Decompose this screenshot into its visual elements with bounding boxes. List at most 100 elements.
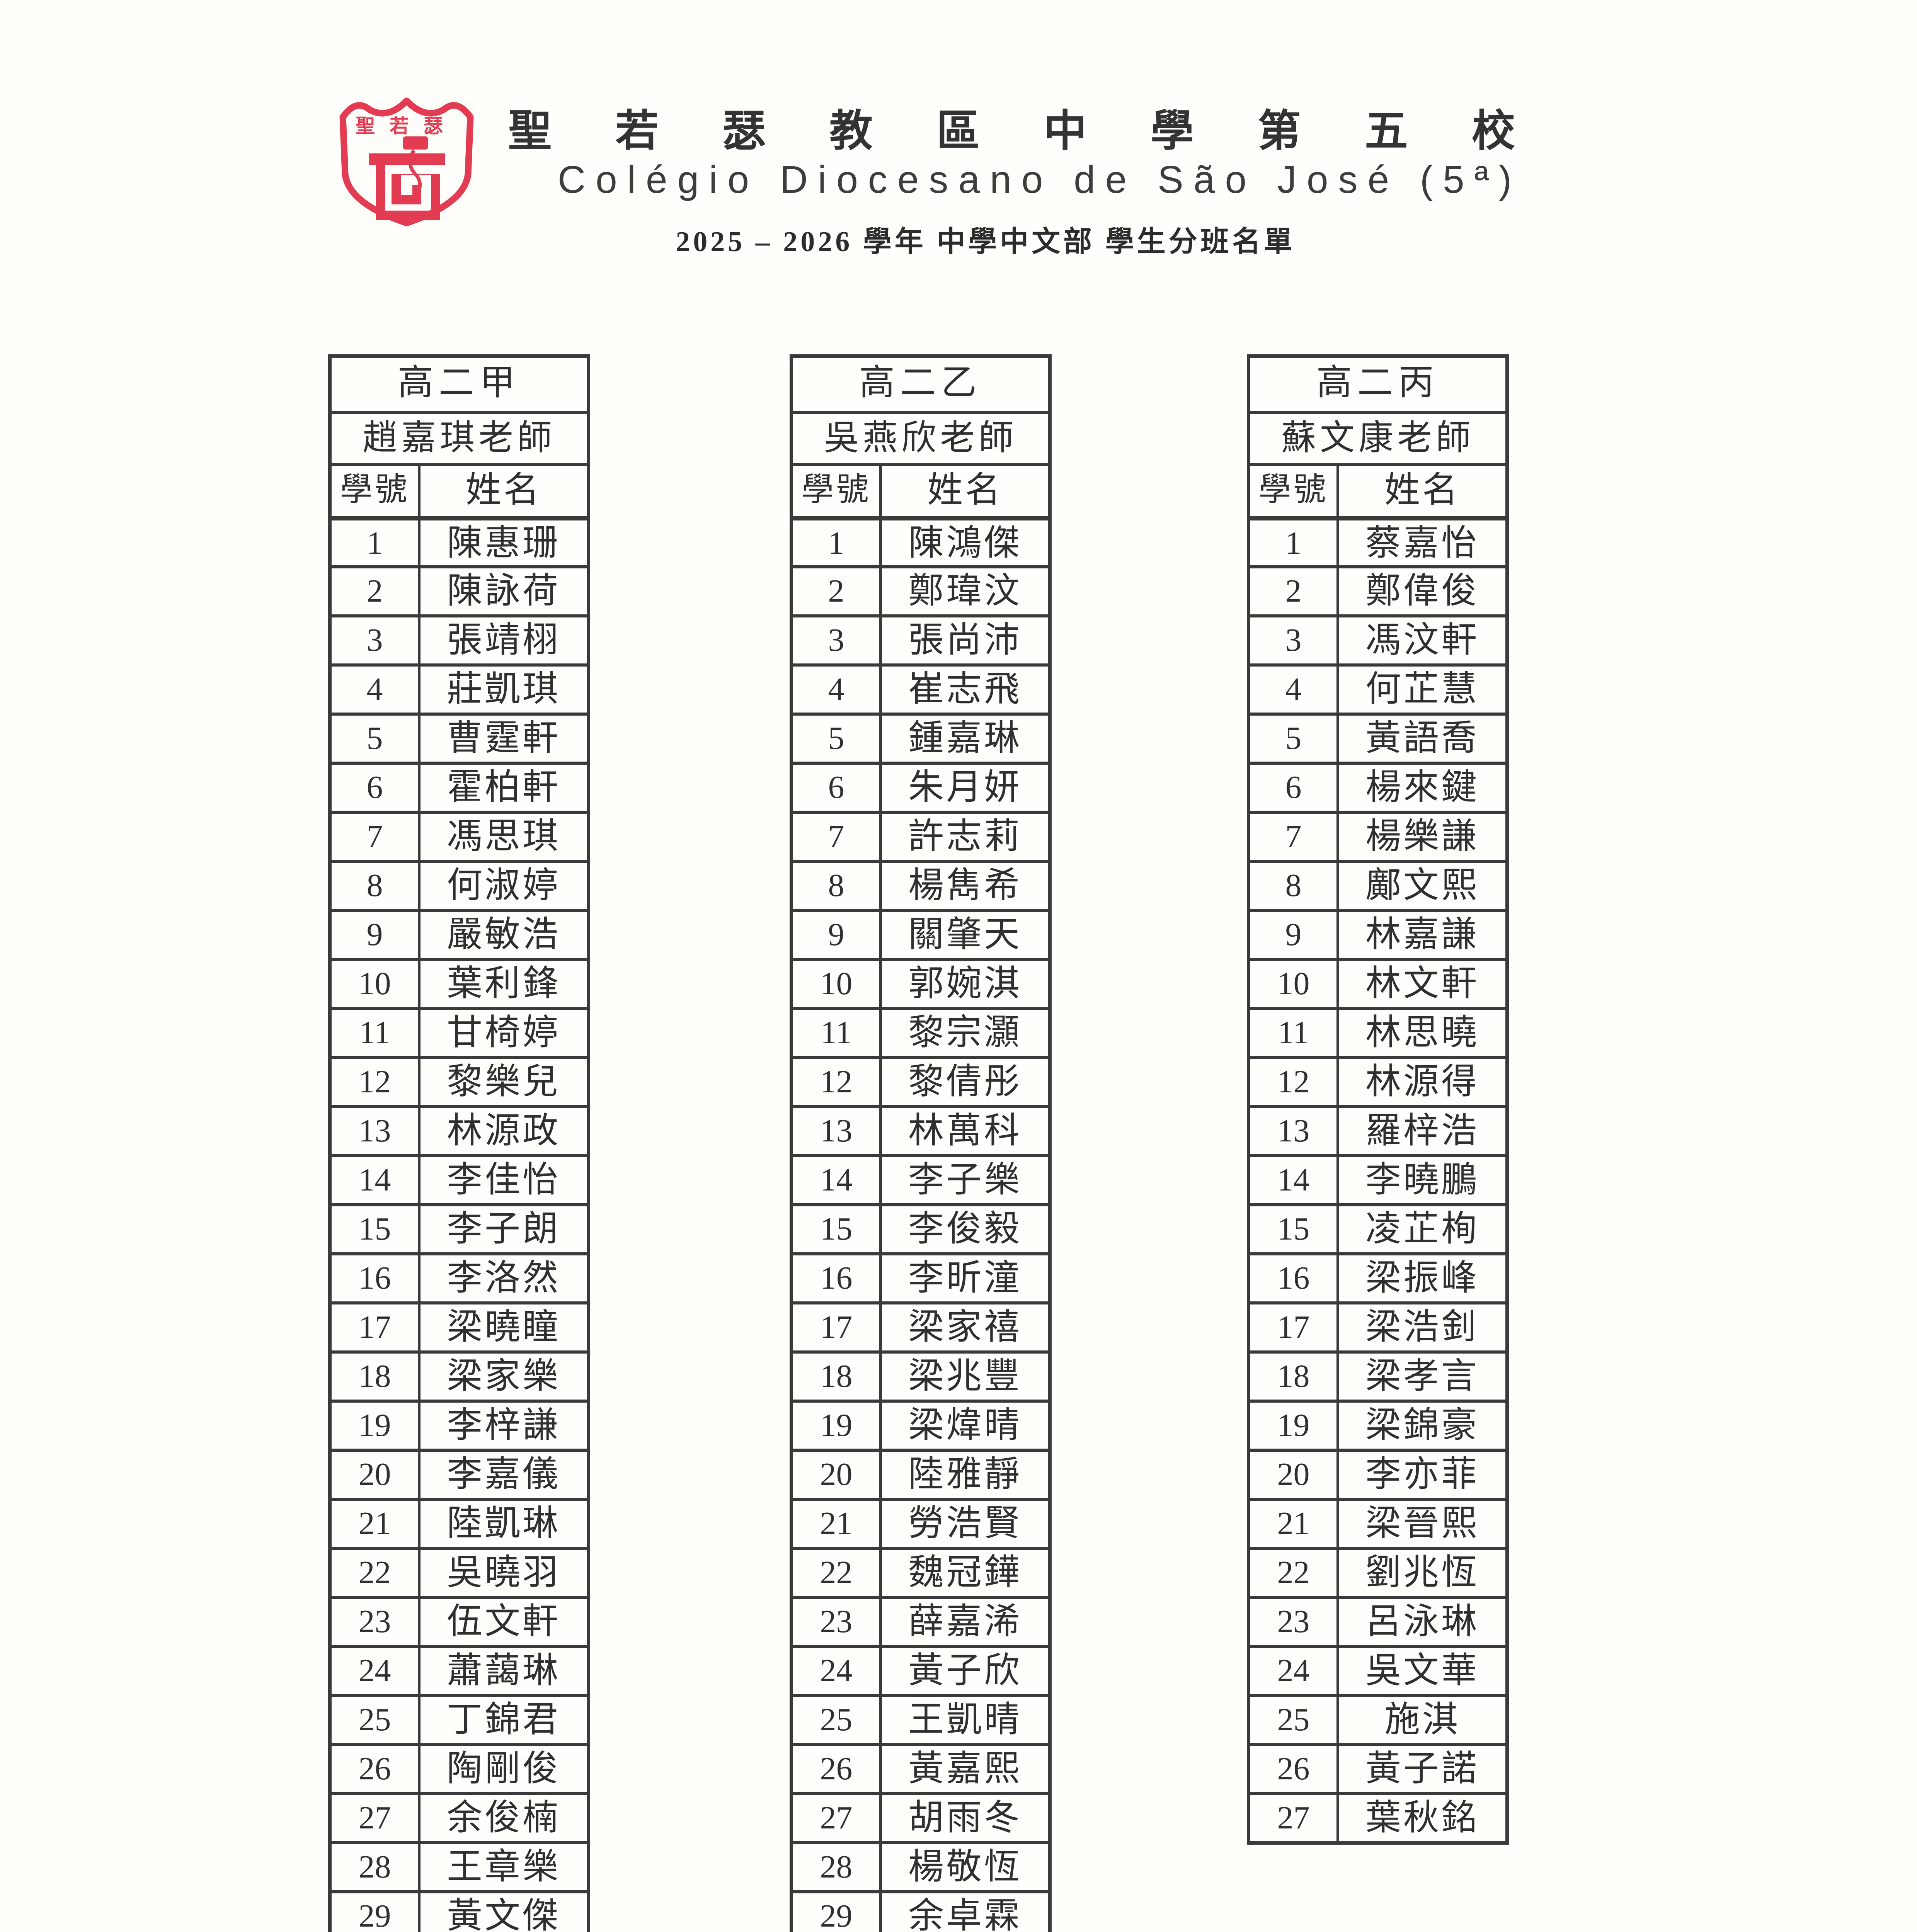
student-id-cell: 12 <box>793 1059 882 1105</box>
student-name-cell: 李俊毅 <box>908 1209 1022 1248</box>
student-name-cell: 何芷慧 <box>1365 669 1479 709</box>
student-row: 13 林源政 <box>332 1105 587 1154</box>
student-id-cell: 5 <box>793 716 882 762</box>
student-id-cell: 3 <box>793 617 882 663</box>
student-name-cell: 梁振峰 <box>1365 1258 1479 1298</box>
student-id-cell: 11 <box>793 1010 882 1056</box>
student-id-cell: 20 <box>1250 1452 1339 1498</box>
student-row: 18 梁兆豐 <box>793 1350 1048 1400</box>
student-name-cell: 陸雅靜 <box>908 1454 1022 1494</box>
student-name-cell: 梁煒晴 <box>908 1405 1022 1445</box>
student-id-cell: 3 <box>1250 617 1339 663</box>
student-name-cell: 關肇天 <box>908 915 1022 954</box>
teacher-name: 趙嘉琪老師 <box>332 411 587 463</box>
student-name-cell: 梁浩釗 <box>1365 1307 1479 1347</box>
student-id-cell: 29 <box>793 1893 882 1932</box>
student-id-cell: 20 <box>793 1452 882 1498</box>
student-id-cell: 5 <box>1250 716 1339 762</box>
student-id-cell: 22 <box>793 1550 882 1596</box>
student-row: 9 嚴敏浩 <box>332 909 587 958</box>
student-id-cell: 23 <box>793 1599 882 1645</box>
teacher-name: 吳燕欣老師 <box>793 411 1048 463</box>
student-row: 25 丁錦君 <box>332 1694 587 1743</box>
student-row: 11 甘椅婷 <box>332 1007 587 1056</box>
student-row: 9 關肇天 <box>793 909 1048 958</box>
student-id-cell: 9 <box>793 912 882 958</box>
student-id-cell: 28 <box>332 1844 421 1890</box>
student-name-cell: 黃嘉熙 <box>908 1749 1022 1788</box>
student-id-cell: 1 <box>332 520 421 565</box>
student-id-cell: 6 <box>1250 765 1339 811</box>
student-name-cell: 李亦菲 <box>1365 1454 1479 1494</box>
crest-monogram <box>369 136 445 220</box>
student-id-cell: 18 <box>332 1354 421 1400</box>
student-name-cell: 梁家禧 <box>908 1307 1022 1347</box>
student-id-cell: 15 <box>332 1206 421 1252</box>
student-row: 1 蔡嘉怡 <box>1250 516 1505 565</box>
student-row: 24 黃子欣 <box>793 1645 1048 1694</box>
student-id-cell: 27 <box>1250 1795 1339 1841</box>
student-id-cell: 2 <box>1250 568 1339 614</box>
student-id-cell: 21 <box>793 1501 882 1547</box>
column-header-name: 姓名 <box>1384 470 1460 510</box>
student-name-cell: 崔志飛 <box>908 669 1022 709</box>
student-name-cell: 陸凱琳 <box>446 1503 560 1543</box>
student-name-cell: 李子樂 <box>908 1160 1022 1199</box>
student-row: 17 梁浩釗 <box>1250 1301 1505 1350</box>
student-row: 26 陶剛俊 <box>332 1743 587 1792</box>
student-row: 7 許志莉 <box>793 811 1048 860</box>
student-rows: 1 陳鴻傑 2 鄭瑋汶 3 張尚沛 4 崔志飛 5 鍾嘉琳 6 朱月妍 7 許志… <box>793 516 1048 1932</box>
student-id-cell: 6 <box>793 765 882 811</box>
table-header-row: 學號 姓名 <box>793 463 1048 516</box>
student-name-cell: 梁錦豪 <box>1365 1405 1479 1445</box>
student-row: 15 李俊毅 <box>793 1203 1048 1252</box>
student-name-cell: 陳詠荷 <box>446 571 560 611</box>
student-id-cell: 28 <box>793 1844 882 1890</box>
student-row: 20 陸雅靜 <box>793 1449 1048 1498</box>
student-id-cell: 12 <box>1250 1059 1339 1105</box>
student-name-cell: 張尚沛 <box>908 620 1022 660</box>
student-id-cell: 25 <box>1250 1697 1339 1743</box>
student-id-cell: 19 <box>1250 1403 1339 1449</box>
class-table-b: 高二乙 吳燕欣老師 學號 姓名 1 陳鴻傑 2 鄭瑋汶 3 張尚沛 4 崔志飛 … <box>790 354 1052 1932</box>
student-id-cell: 5 <box>332 716 421 762</box>
student-name-cell: 王章樂 <box>446 1847 560 1886</box>
student-row: 6 霍柏軒 <box>332 762 587 811</box>
student-id-cell: 27 <box>793 1795 882 1841</box>
student-id-cell: 2 <box>332 568 421 614</box>
student-id-cell: 9 <box>332 912 421 958</box>
student-row: 27 葉秋銘 <box>1250 1792 1505 1841</box>
student-name-cell: 林文軒 <box>1365 964 1479 1003</box>
student-id-cell: 9 <box>1250 912 1339 958</box>
student-row: 11 黎宗灝 <box>793 1007 1048 1056</box>
student-row: 24 吳文華 <box>1250 1645 1505 1694</box>
student-row: 7 楊樂謙 <box>1250 811 1505 860</box>
student-name-cell: 馮思琪 <box>446 816 560 856</box>
student-name-cell: 林思曉 <box>1365 1013 1479 1052</box>
student-id-cell: 22 <box>332 1550 421 1596</box>
student-row: 21 勞浩賢 <box>793 1498 1048 1547</box>
student-id-cell: 15 <box>1250 1206 1339 1252</box>
student-id-cell: 18 <box>793 1354 882 1400</box>
student-row: 6 楊來鍵 <box>1250 762 1505 811</box>
class-name: 高二丙 <box>1316 363 1439 402</box>
student-row: 26 黃嘉熙 <box>793 1743 1048 1792</box>
student-row: 25 王凱晴 <box>793 1694 1048 1743</box>
student-row: 2 陳詠荷 <box>332 565 587 614</box>
student-row: 24 蕭藹琳 <box>332 1645 587 1694</box>
student-id-cell: 23 <box>1250 1599 1339 1645</box>
student-id-cell: 13 <box>793 1108 882 1154</box>
student-name-cell: 李子朗 <box>446 1209 560 1248</box>
student-row: 3 馮汶軒 <box>1250 614 1505 663</box>
student-id-cell: 27 <box>332 1795 421 1841</box>
student-name-cell: 楊敬恆 <box>908 1847 1022 1886</box>
student-name-cell: 霍柏軒 <box>446 767 560 807</box>
student-id-cell: 10 <box>1250 961 1339 1007</box>
column-header-student-id: 學號 <box>1250 466 1339 516</box>
class-table-c: 高二丙 蘇文康老師 學號 姓名 1 蔡嘉怡 2 鄭偉俊 3 馮汶軒 4 何芷慧 … <box>1247 354 1509 1845</box>
student-id-cell: 2 <box>793 568 882 614</box>
student-name-cell: 梁晉熙 <box>1365 1503 1479 1543</box>
student-row: 8 何淑婷 <box>332 860 587 909</box>
student-name-cell: 余俊楠 <box>446 1798 560 1837</box>
student-name-cell: 葉利鋒 <box>446 964 560 1003</box>
